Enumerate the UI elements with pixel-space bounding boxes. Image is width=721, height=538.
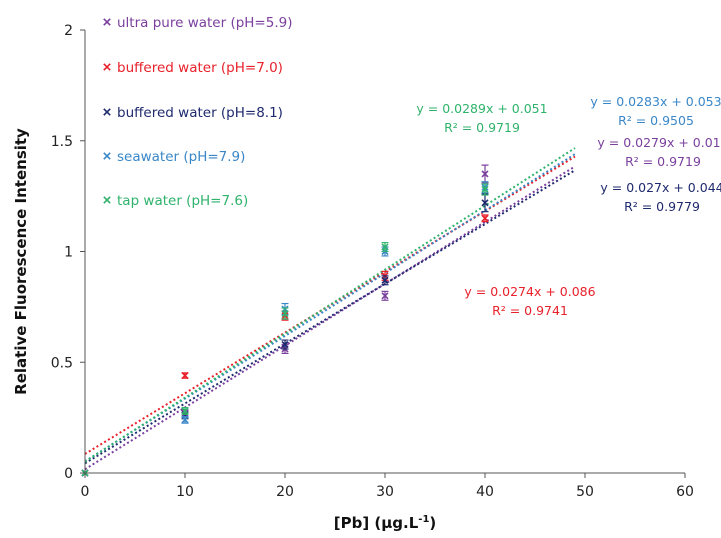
legend-label: seawater (pH=7.9) [117,149,245,165]
legend: ultra pure water (pH=5.9) buffered water … [103,15,292,209]
r-squared-text: R² = 0.9741 [492,303,568,318]
data-point [181,415,189,424]
trendline-equation: y = 0.0279x + 0.017 R² = 0.9719 [597,135,721,169]
x-tick-label: 50 [576,484,594,500]
trendline-equations: y = 0.0279x + 0.017 R² = 0.9719 y = 0.0274… [416,94,721,318]
data-point-layer [81,164,489,477]
legend-item: tap water (pH=7.6) [103,193,248,209]
equation-text: y = 0.0289x + 0.051 [416,101,547,116]
equation-text: y = 0.027x + 0.044 [600,180,721,195]
legend-label: ultra pure water (pH=5.9) [117,15,292,31]
r-squared-text: R² = 0.9719 [444,120,520,135]
legend-label: tap water (pH=7.6) [117,193,248,209]
legend-item: ultra pure water (pH=5.9) [103,15,292,31]
legend-label: buffered water (pH=8.1) [117,105,283,121]
legend-marker [103,196,111,204]
x-tick-label: 60 [676,484,694,500]
x-axis-title-superscript: -1 [418,514,429,525]
trendline-equation: y = 0.0283x + 0.053 R² = 0.9505 [590,94,721,128]
data-point [281,307,289,320]
y-tick-label: 1 [64,245,73,261]
legend-label: buffered water (pH=7.0) [117,60,283,76]
data-point [381,290,389,301]
data-point-marker [481,214,489,222]
x-axis-title: [Pb] (µg.L-1) [334,514,437,532]
data-point-marker [181,371,189,380]
data-point [181,371,189,380]
trendline [84,153,576,463]
r-squared-text: R² = 0.9505 [618,113,694,128]
x-tick-label: 0 [81,484,90,500]
equation-text: y = 0.0279x + 0.017 [597,135,721,150]
trendline-equation: y = 0.0289x + 0.051 R² = 0.9719 [416,101,547,135]
tick-labels: 0 10 20 30 40 50 60 0 0.5 1 1.5 2 [51,23,694,500]
data-point [381,275,389,286]
data-point [481,164,489,184]
data-point [481,193,489,213]
trendline-equation: y = 0.0274x + 0.086 R² = 0.9741 [464,284,595,318]
legend-marker [103,63,111,71]
legend-marker [103,108,111,116]
data-point [381,242,389,253]
data-point [281,339,289,350]
y-axis-title: Relative Fluorescence Intensity [12,128,30,395]
r-squared-text: R² = 0.9779 [624,199,700,214]
y-tick-label: 2 [64,23,73,39]
trendline-layer [84,147,576,471]
x-tick-label: 40 [476,484,494,500]
equation-text: y = 0.0283x + 0.053 [590,94,721,109]
data-point-marker [481,185,489,194]
x-axis-title-main: [Pb] (µg.L [334,514,419,532]
y-tick-label: 1.5 [51,134,73,150]
data-point [481,214,489,223]
x-tick-label: 20 [276,484,294,500]
data-point-marker [381,292,389,300]
trendline [84,169,576,465]
y-tick-label: 0.5 [51,355,73,371]
data-point-marker [481,170,489,178]
x-axis-title-end: ) [429,514,436,532]
legend-marker [103,152,111,160]
legend-item: seawater (pH=7.9) [103,149,245,165]
data-point-marker [381,276,389,284]
trendline-equation: y = 0.027x + 0.044 R² = 0.9779 [600,180,721,214]
legend-marker [103,18,111,26]
data-point [181,407,189,415]
data-point-marker [181,407,189,415]
legend-item: buffered water (pH=8.1) [103,105,283,121]
x-tick-label: 30 [376,484,394,500]
x-tick-label: 10 [176,484,194,500]
data-point [481,183,489,196]
data-point-marker [381,243,389,251]
legend-item: buffered water (pH=7.0) [103,60,283,76]
data-point-marker [281,340,289,349]
data-point-marker [181,416,189,424]
data-point-marker [481,199,489,207]
data-point-marker [281,309,289,318]
r-squared-text: R² = 0.9719 [625,154,701,169]
y-tick-label: 0 [64,466,73,482]
trendline [84,155,576,455]
equation-text: y = 0.0274x + 0.086 [464,284,595,299]
